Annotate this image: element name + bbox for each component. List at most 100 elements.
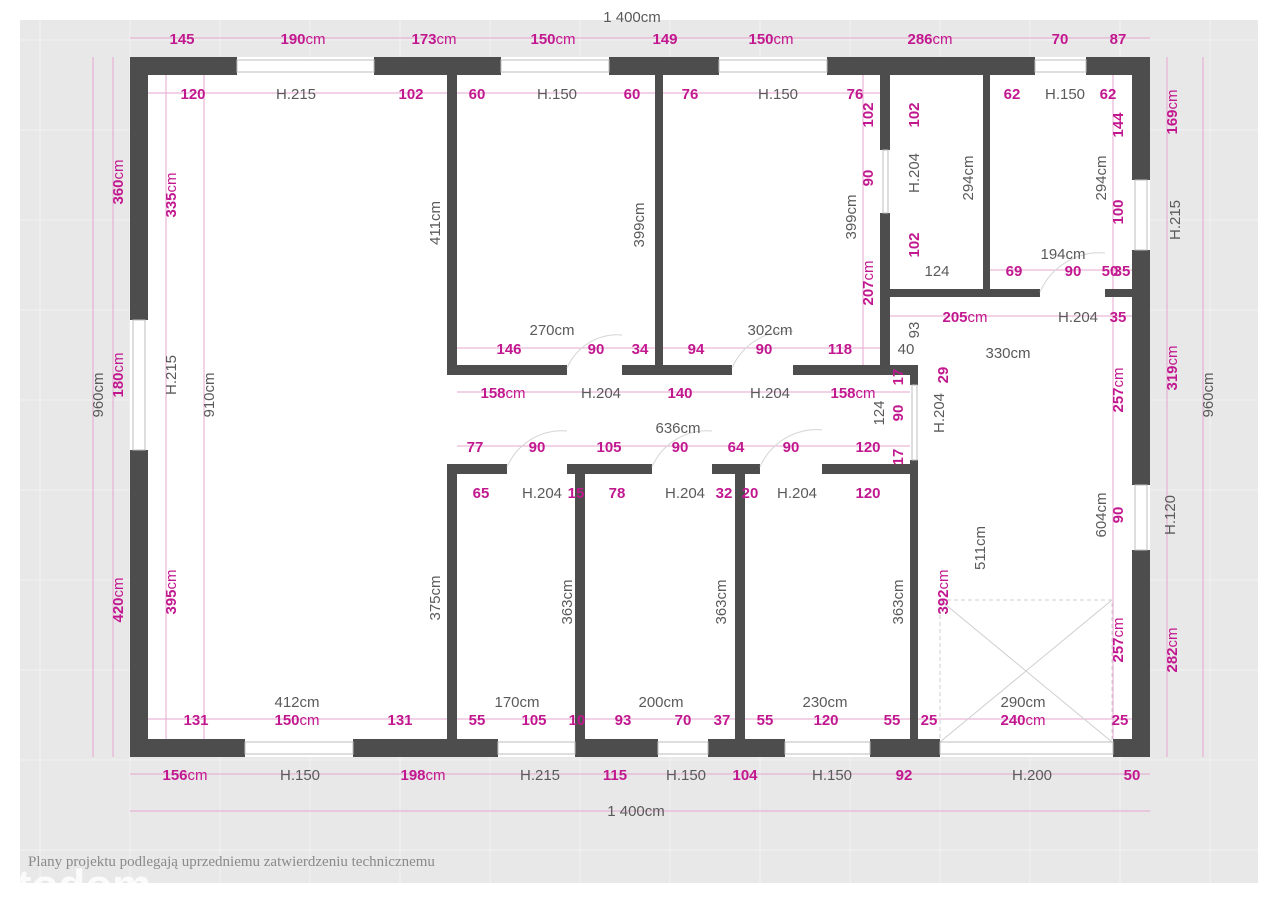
dimension-label: 960cm — [1200, 372, 1217, 417]
dimension-label: 90 — [783, 439, 800, 456]
dimension-label: 240cm — [1000, 712, 1045, 729]
window-icon — [244, 741, 354, 755]
dimension-label: 76 — [847, 86, 864, 103]
dimension-label: H.215 — [520, 767, 560, 784]
dimension-label: 77 — [467, 439, 484, 456]
dimension-label: 131 — [387, 712, 412, 729]
dimension-label: 105 — [521, 712, 546, 729]
dimension-label: 399cm — [631, 202, 648, 247]
dimension-label: 115 — [603, 767, 627, 784]
dimension-label: 363cm — [713, 579, 730, 624]
wall-segment — [353, 739, 498, 757]
dimension-label: 190cm — [280, 31, 325, 48]
dimension-label: 395cm — [163, 569, 180, 614]
dimension-label: 17 — [890, 449, 907, 466]
wall-segment — [130, 57, 148, 320]
dimension-label: 149 — [652, 31, 677, 48]
windows-and-doors — [132, 59, 1148, 755]
dimension-label: 205cm — [942, 309, 987, 326]
dimension-label: 286cm — [907, 31, 952, 48]
dimension-label: H.150 — [280, 767, 320, 784]
wall-segment — [567, 464, 652, 474]
interior-floor — [130, 57, 1150, 757]
wall-segment — [712, 464, 760, 474]
wall-segment — [822, 464, 918, 474]
door-swing-icon — [506, 430, 568, 468]
dimension-label: 200cm — [638, 694, 683, 711]
wall-segment — [870, 739, 940, 757]
dimension-label: H.204 — [750, 385, 790, 402]
dimension-label: 230cm — [802, 694, 847, 711]
dimension-label: 93 — [615, 712, 632, 729]
dimension-label: H.204 — [581, 385, 621, 402]
dimension-label: 120 — [855, 485, 880, 502]
dimension-label: 78 — [609, 485, 626, 502]
dimension-label: 257cm — [1110, 617, 1127, 662]
wall-segment — [1132, 250, 1150, 485]
dimension-label: H.200 — [1012, 767, 1052, 784]
dimension-label: 140 — [667, 385, 692, 402]
dimension-label: 290cm — [1000, 694, 1045, 711]
window-icon — [132, 319, 146, 451]
dimension-label: 102 — [398, 86, 423, 103]
dimension-label: H.204 — [931, 393, 948, 433]
dimension-label: 257cm — [1110, 367, 1127, 412]
wall-segment — [708, 739, 785, 757]
dimension-label: 35 — [1110, 309, 1127, 326]
wall-segment — [1113, 739, 1150, 757]
window-icon — [939, 741, 1114, 755]
dimension-label: 92 — [896, 767, 913, 784]
dimension-label: 604cm — [1093, 492, 1110, 537]
dimension-label: H.150 — [537, 86, 577, 103]
dimension-label: 330cm — [985, 345, 1030, 362]
dimension-label: 15 — [568, 485, 585, 502]
dimension-label: 399cm — [843, 194, 860, 239]
dimension-label: 198cm — [400, 767, 445, 784]
dimension-label: 294cm — [1093, 155, 1110, 200]
wall-segment — [575, 474, 585, 740]
window-icon — [236, 59, 375, 73]
wall-segment — [374, 57, 501, 75]
dimension-label: 392cm — [935, 569, 952, 614]
wall-segment — [447, 365, 567, 375]
dimension-label: 64 — [728, 439, 745, 456]
dimension-label: 70 — [675, 712, 692, 729]
wall-segment — [575, 739, 658, 757]
dimension-label: 335cm — [163, 172, 180, 217]
dimension-label: 146 — [496, 341, 521, 358]
dimension-label: 169cm — [1164, 89, 1181, 134]
dimension-label: 60 — [469, 86, 486, 103]
wall-segment — [447, 474, 457, 740]
dimension-label: 90 — [588, 341, 605, 358]
dimension-label: 60 — [624, 86, 641, 103]
dimension-label: 102 — [860, 102, 877, 127]
wall-segment — [880, 75, 890, 150]
wall-segment — [130, 450, 148, 757]
dimension-label: 62 — [1100, 86, 1117, 103]
dimension-label: 50 — [1102, 263, 1119, 280]
wall-segment — [622, 365, 732, 375]
dimension-label: H.204 — [665, 485, 705, 502]
dimension-label: 375cm — [427, 575, 444, 620]
dimension-label: 32 — [716, 485, 733, 502]
wall-segment — [735, 474, 745, 740]
dimension-label: 17 — [890, 369, 907, 386]
dimension-label: 145 — [169, 31, 194, 48]
dimension-label: 150cm — [530, 31, 575, 48]
dimension-label: 90 — [1110, 507, 1127, 524]
wall-segment — [910, 460, 918, 740]
dimension-label: 420cm — [110, 577, 127, 622]
dimension-label: 34 — [632, 341, 649, 358]
dimension-label: H.204 — [522, 485, 562, 502]
dimension-label: 412cm — [274, 694, 319, 711]
dimension-label: H.204 — [906, 153, 923, 193]
top-total-dimension: 1 400cm — [603, 9, 661, 26]
dimension-label: H.120 — [1162, 495, 1179, 535]
dimension-label: 319cm — [1164, 345, 1181, 390]
dimension-label: 411cm — [427, 201, 444, 245]
dimension-label: 87 — [1110, 31, 1127, 48]
dimension-label: H.215 — [276, 86, 316, 103]
dimension-label: 180cm — [110, 352, 127, 397]
window-icon — [718, 59, 828, 73]
dimension-label: 173cm — [411, 31, 456, 48]
